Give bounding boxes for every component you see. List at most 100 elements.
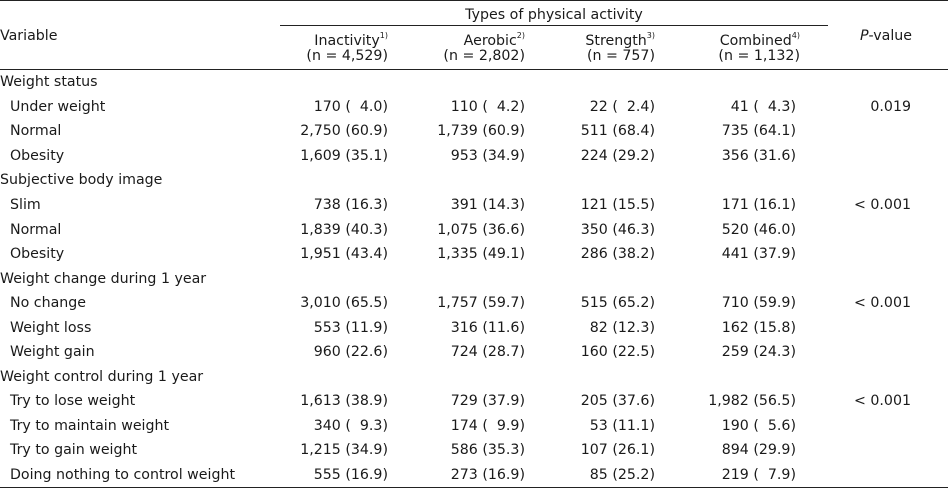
spacer-cell <box>911 242 948 267</box>
table-row: Doing nothing to control weight 555 (16.9… <box>0 463 948 488</box>
section-row: Weight control during 1 year <box>0 365 948 390</box>
cell-value: 515 (65.2) <box>580 295 655 312</box>
table-row: Obesity 1,609 (35.1) 953 (34.9) 224 (29.2) 3… <box>0 144 948 169</box>
top-rule <box>0 0 948 1</box>
cell-value: 960 (22.6) <box>313 344 388 361</box>
table-row: Weight gain 960 (22.6) 724 (28.7) 160 (22.5… <box>0 340 948 365</box>
cell-value <box>280 70 388 95</box>
cell-value: 511 (68.4) <box>580 123 655 140</box>
spacer-cell <box>911 414 948 439</box>
spacer-cell <box>911 291 948 316</box>
row-label: Weight gain <box>10 344 95 361</box>
cell-value <box>655 365 796 390</box>
spacer-cell <box>911 119 948 144</box>
p-value <box>796 242 911 267</box>
group-rule <box>280 25 828 26</box>
row-label: Slim <box>10 197 41 213</box>
cell-value <box>655 168 796 193</box>
section-label: Weight change during 1 year <box>0 270 207 287</box>
cell-value <box>388 266 525 291</box>
row-label: Obesity <box>10 246 65 263</box>
cell-value: 2,750 (60.9) <box>300 123 388 140</box>
row-label: Under weight <box>10 98 106 115</box>
row-label: Try to maintain weight <box>10 417 170 434</box>
spacer-cell <box>911 168 948 193</box>
cell-value: 1,335 (49.1) <box>437 246 525 263</box>
cell-value: 162 (15.8) <box>721 319 796 336</box>
spacer-cell <box>911 365 948 390</box>
table-row: Obesity 1,951 (43.4) 1,335 (49.1) 286 (38.2… <box>0 242 948 267</box>
cell-value: 171 (16.1) <box>721 197 796 213</box>
cell-value: 350 (46.3) <box>580 221 655 238</box>
cell-value: 340 ( 9.3) <box>313 417 388 434</box>
row-label: No change <box>10 295 87 312</box>
cell-value: 224 (29.2) <box>580 147 655 164</box>
cell-value: 1,215 (34.9) <box>300 442 388 459</box>
cell-value: 174 ( 9.9) <box>450 417 525 434</box>
cell-value: 1,982 (56.5) <box>708 393 796 410</box>
col-n-inactivity: (n = 4,529) <box>306 48 388 64</box>
table-row: No change 3,010 (65.5) 1,757 (59.7) 515 (65… <box>0 291 948 316</box>
row-label: Doing nothing to control weight <box>10 467 236 484</box>
p-value: < 0.001 <box>853 295 911 312</box>
cell-value: 1,609 (35.1) <box>300 147 388 164</box>
row-label: Obesity <box>10 147 65 164</box>
table-row: Try to maintain weight 340 ( 9.3) 174 ( 9.… <box>0 414 948 439</box>
cell-value: 1,613 (38.9) <box>300 393 388 410</box>
section-row: Subjective body image <box>0 168 948 193</box>
cell-value: 1,739 (60.9) <box>437 123 525 140</box>
spacer-cell <box>911 340 948 365</box>
spacer-cell <box>911 95 948 120</box>
cell-value <box>388 70 525 95</box>
col-header-combined: Combined4) <box>719 31 800 49</box>
cell-value: 735 (64.1) <box>721 123 796 140</box>
section-row: Weight status <box>0 70 948 95</box>
col-header-aerobic: Aerobic2) <box>463 31 525 49</box>
cell-value: 1,757 (59.7) <box>437 295 525 312</box>
cell-value: 441 (37.9) <box>721 246 796 263</box>
table-row: Try to gain weight 1,215 (34.9) 586 (35.3)… <box>0 438 948 463</box>
p-value <box>796 463 911 488</box>
cell-value <box>388 365 525 390</box>
cell-value: 273 (16.9) <box>450 467 525 484</box>
cell-value <box>388 168 525 193</box>
cell-value <box>280 168 388 193</box>
cell-value <box>525 365 655 390</box>
row-label: Try to lose weight <box>10 393 136 410</box>
p-value <box>796 144 911 169</box>
cell-value: 520 (46.0) <box>721 221 796 238</box>
cell-value: 85 (25.2) <box>589 467 655 484</box>
p-value <box>796 438 911 463</box>
p-value <box>796 70 911 95</box>
p-value <box>796 266 911 291</box>
spacer-cell <box>911 315 948 340</box>
p-value <box>796 340 911 365</box>
cell-value: 553 (11.9) <box>313 319 388 336</box>
cell-value: 22 ( 2.4) <box>589 98 655 115</box>
cell-value: 953 (34.9) <box>450 147 525 164</box>
spacer-cell <box>911 438 948 463</box>
variable-header: Variable <box>0 28 58 44</box>
row-label: Try to gain weight <box>10 442 138 459</box>
cell-value: 1,951 (43.4) <box>300 246 388 263</box>
cell-value: 738 (16.3) <box>313 197 388 213</box>
table-row: Slim 738 (16.3) 391 (14.3) 121 (15.5) 171 (1… <box>0 193 948 218</box>
spacer-cell <box>911 389 948 414</box>
section-label: Weight status <box>0 74 98 91</box>
table-row: Normal 1,839 (40.3) 1,075 (36.6) 350 (46.3)… <box>0 217 948 242</box>
cell-value <box>525 168 655 193</box>
spacer-cell <box>911 193 948 218</box>
table-row: Try to lose weight 1,613 (38.9) 729 (37.9)… <box>0 389 948 414</box>
cell-value: 710 (59.9) <box>721 295 796 312</box>
cell-value <box>655 266 796 291</box>
p-value <box>796 119 911 144</box>
cell-value: 170 ( 4.0) <box>313 98 388 115</box>
cell-value: 1,075 (36.6) <box>437 221 525 238</box>
col-n-aerobic: (n = 2,802) <box>443 48 525 64</box>
spacer-cell <box>911 217 948 242</box>
table-row: Normal 2,750 (60.9) 1,739 (60.9) 511 (68.4)… <box>0 119 948 144</box>
row-label: Normal <box>10 221 62 238</box>
table-row: Weight loss 553 (11.9) 316 (11.6) 82 (12.3)… <box>0 315 948 340</box>
col-n-combined: (n = 1,132) <box>718 48 800 64</box>
